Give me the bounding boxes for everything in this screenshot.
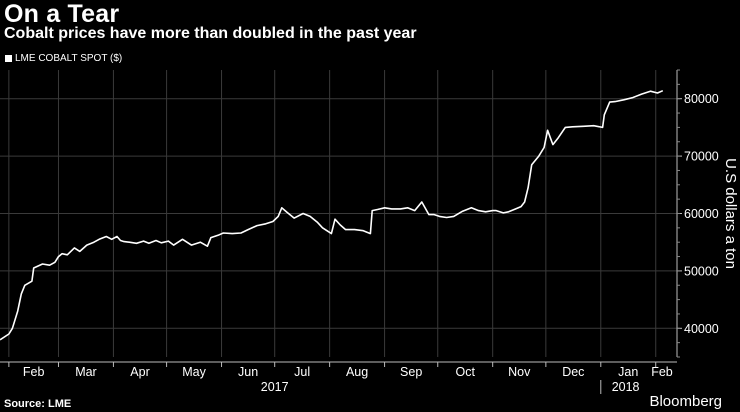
chart-subtitle: Cobalt prices have more than doubled in … — [4, 25, 417, 42]
price-line — [0, 89, 664, 341]
x-tick-label: Jul — [294, 365, 310, 379]
y-tick-label: 60000 — [684, 207, 719, 221]
year-label: 2017 — [261, 380, 289, 394]
x-tick-label: Jan — [618, 365, 638, 379]
x-tick-label: Mar — [75, 365, 97, 379]
x-tick-label: Aug — [346, 365, 368, 379]
x-tick-label: Dec — [562, 365, 584, 379]
legend-label: LME COBALT SPOT ($) — [15, 53, 123, 64]
x-tick-label: Sep — [400, 365, 422, 379]
year-label: 2018 — [612, 380, 640, 394]
x-tick-label: Apr — [130, 365, 149, 379]
x-tick-label: Nov — [508, 365, 531, 379]
y-axis-label: U.S dollars a ton — [722, 158, 739, 269]
source-note: Source: LME — [4, 398, 72, 410]
bloomberg-logo: Bloomberg — [649, 393, 722, 410]
x-tick-label: Oct — [455, 365, 475, 379]
legend: LME COBALT SPOT ($) — [5, 53, 122, 64]
x-tick-label: Jun — [238, 365, 258, 379]
y-tick-label: 70000 — [684, 150, 719, 164]
y-tick-label: 80000 — [684, 92, 719, 106]
x-tick-label: Feb — [23, 365, 45, 379]
x-tick-label: Feb — [651, 365, 673, 379]
legend-swatch — [5, 55, 12, 62]
y-tick-label: 50000 — [684, 264, 719, 278]
y-tick-label: 40000 — [684, 322, 719, 336]
x-tick-label: May — [182, 365, 206, 379]
chart-title: On a Tear — [4, 0, 120, 28]
